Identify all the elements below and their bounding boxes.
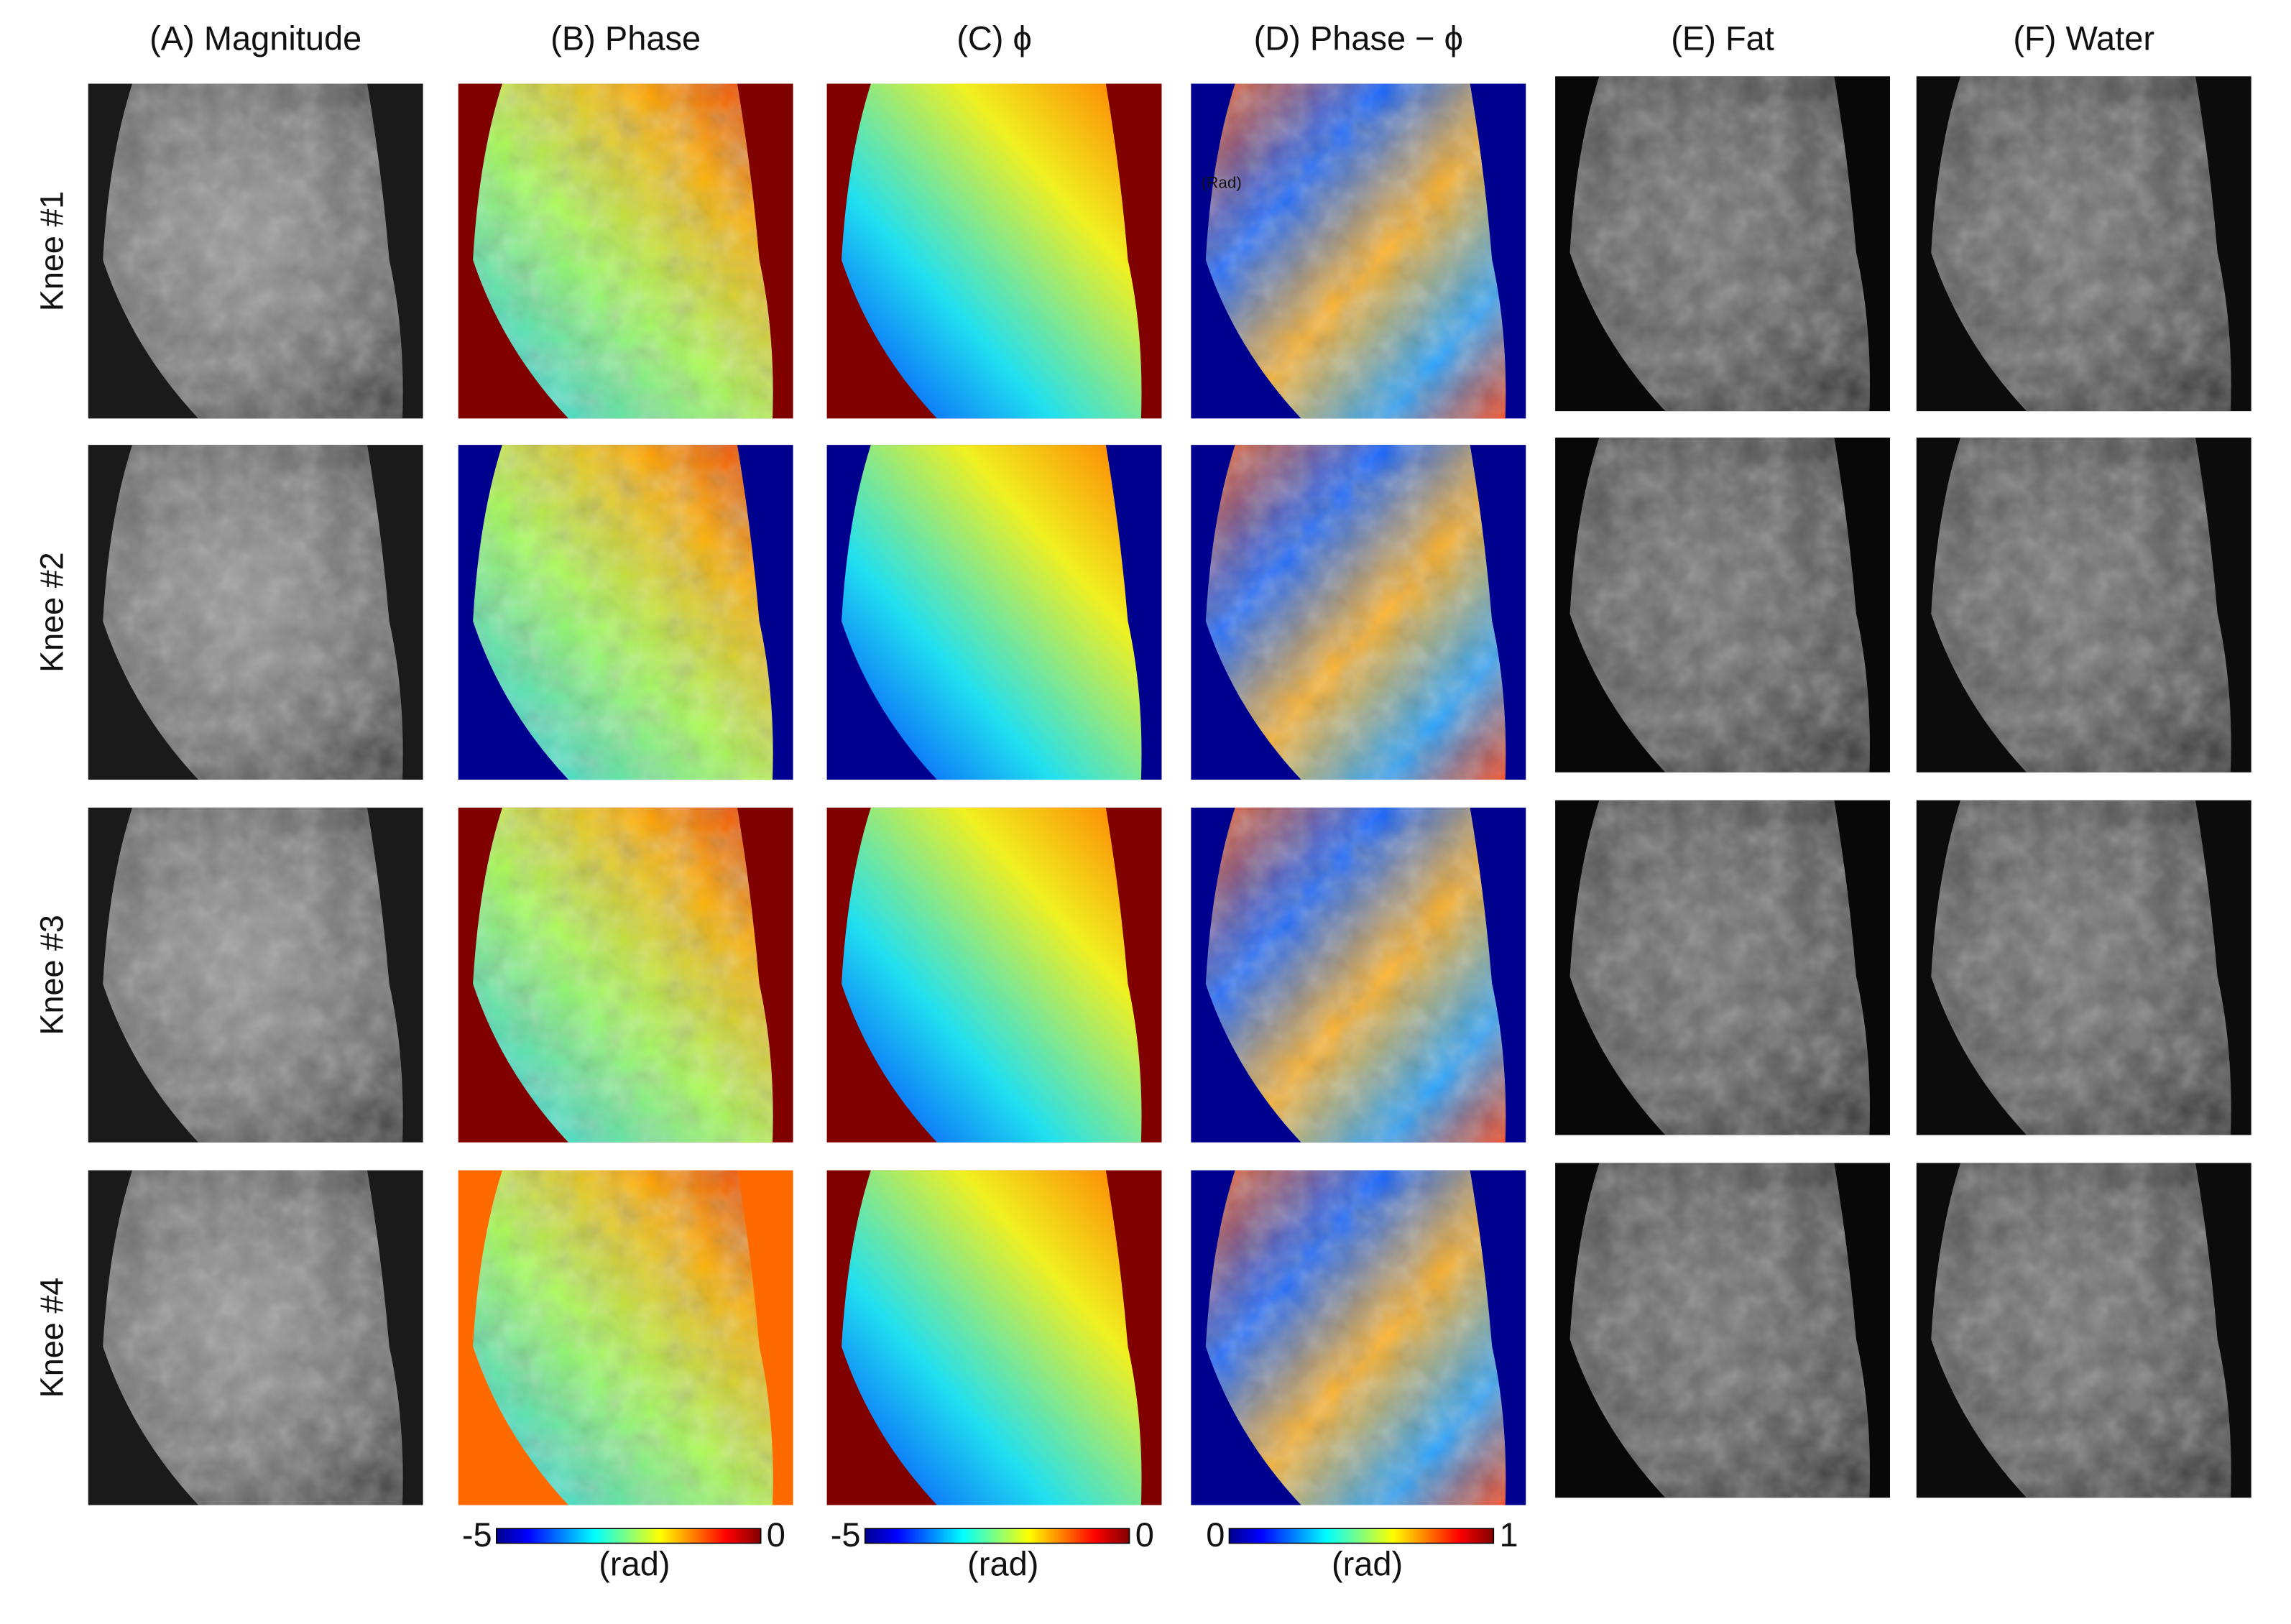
image-panel: [1916, 800, 2251, 1135]
image-panel: [88, 445, 423, 780]
image-panel: [1191, 807, 1526, 1143]
image-panel: [1555, 800, 1891, 1135]
image-panel: [1191, 83, 1526, 419]
image-panel: [826, 445, 1162, 780]
image-panel: [458, 1170, 793, 1505]
labels: (A) Magnitude (B) Phase (C) ϕ (D) Phase − ϕ…: [34, 19, 2154, 1583]
colorbar: [1228, 1528, 1495, 1544]
image-panel: [1191, 1170, 1526, 1505]
column-header: (C) ϕ: [956, 19, 1032, 57]
column-header: (F) Water: [2013, 19, 2154, 57]
column-header: (A) Magnitude: [149, 19, 361, 57]
image-panel: [88, 807, 423, 1143]
colorbar-unit: (rad): [1332, 1545, 1403, 1583]
image-panel: [88, 1170, 423, 1505]
image-panel: [458, 83, 793, 419]
colorbar-unit: (rad): [967, 1545, 1038, 1583]
colorbar-max: 1: [1499, 1515, 1518, 1554]
row-label: Knee #3: [34, 915, 70, 1035]
column-header: (E) Fat: [1671, 19, 1774, 57]
image-panels: [88, 76, 2251, 1505]
image-panel: [458, 445, 793, 780]
row-label: Knee #4: [34, 1278, 70, 1398]
image-panel: [826, 83, 1162, 419]
image-panel: [1916, 437, 2251, 772]
image-panel: [1555, 1163, 1891, 1498]
colorbar-min: -5: [462, 1515, 492, 1554]
image-panel: [1555, 76, 1891, 412]
colorbar-max: 0: [1135, 1515, 1154, 1554]
image-panel: [1191, 445, 1526, 780]
image-panel: [1916, 76, 2251, 412]
image-panel: [826, 1170, 1162, 1505]
colorbar-min: 0: [1206, 1515, 1225, 1554]
colorbar: [864, 1528, 1130, 1544]
column-header: (D) Phase − ϕ: [1254, 19, 1463, 57]
colorbar: [496, 1528, 762, 1544]
colorbar-min: -5: [831, 1515, 861, 1554]
row-label: Knee #1: [34, 191, 70, 311]
image-panel: [458, 807, 793, 1143]
annotation: (Rad): [1202, 173, 1242, 191]
row-label: Knee #2: [34, 552, 70, 672]
colorbar-max: 0: [767, 1515, 785, 1554]
image-panel: [826, 807, 1162, 1143]
image-panel: [1916, 1163, 2251, 1498]
column-header: (B) Phase: [550, 19, 701, 57]
image-panel: [88, 83, 423, 419]
image-panel: [1555, 437, 1891, 772]
colorbar-unit: (rad): [599, 1545, 670, 1583]
